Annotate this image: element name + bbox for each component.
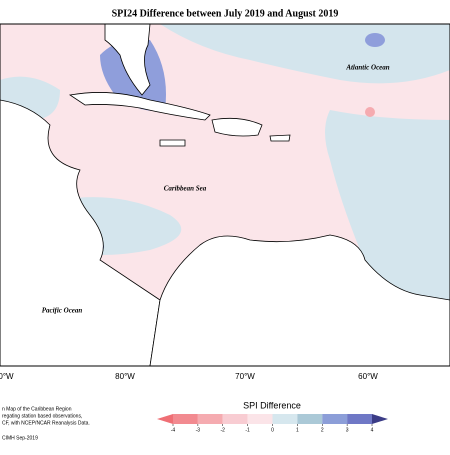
anomaly-region — [365, 33, 385, 47]
note: regating station based observations, — [2, 413, 82, 419]
longitude-label: 60°W — [358, 372, 378, 381]
longitude-label: 70°W — [235, 372, 255, 381]
longitude-label: 0°W — [0, 372, 14, 381]
land — [211, 117, 263, 137]
colorbar-segment — [372, 414, 388, 424]
colorbar-tick-label: -1 — [245, 427, 250, 433]
credit: CIMH Sep-2019 — [2, 435, 38, 441]
colorbar-tick-label: 4 — [371, 427, 374, 433]
colorbar-segment — [322, 414, 348, 424]
colorbar-segment — [222, 414, 248, 424]
land — [159, 139, 186, 147]
note: n Map of the Caribbean Region — [2, 406, 72, 412]
colorbar-tick-label: -4 — [171, 427, 176, 433]
colorbar-tick-label: 3 — [346, 427, 349, 433]
colorbar-title: SPI Difference — [243, 400, 301, 410]
note: CF, with NCEP/NCAR Reanalysis Data. — [2, 420, 90, 426]
colorbar: -4 -3 -2 -1 0 1 2 3 4 — [157, 414, 388, 433]
colorbar-segment — [297, 414, 323, 424]
map-label: Atlantic Ocean — [345, 64, 389, 72]
colorbar-segment — [157, 414, 173, 424]
land — [149, 234, 450, 367]
anomaly-region — [365, 107, 375, 117]
colorbar-segment — [272, 414, 298, 424]
map — [0, 23, 450, 367]
map-frame — [0, 23, 450, 367]
colorbar-segment — [247, 414, 273, 424]
colorbar-tick-label: 2 — [321, 427, 324, 433]
colorbar-tick-label: 1 — [296, 427, 299, 433]
map-label: Pacific Ocean — [42, 307, 83, 315]
land — [68, 92, 211, 121]
colorbar-segment — [197, 414, 223, 424]
land — [269, 134, 291, 142]
land — [104, 23, 151, 96]
colorbar-tick-label: 0 — [271, 427, 274, 433]
colorbar-tick-label: -3 — [196, 427, 201, 433]
longitude-label: 80°W — [115, 372, 135, 381]
map-label: Caribbean Sea — [164, 185, 207, 193]
land — [0, 99, 161, 367]
colorbar-segment — [347, 414, 372, 424]
colorbar-tick-label: -2 — [221, 427, 226, 433]
colorbar-segment — [173, 414, 198, 424]
title: SPI24 Difference between July 2019 and A… — [112, 8, 339, 19]
